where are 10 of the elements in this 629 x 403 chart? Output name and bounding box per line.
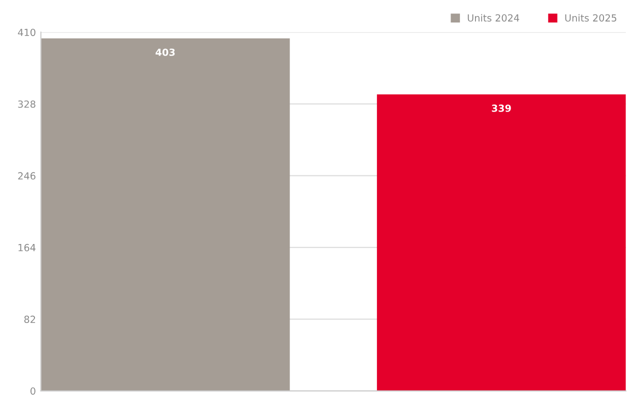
y-tick-label: 82 <box>24 316 36 324</box>
y-tick-label: 410 <box>18 28 36 36</box>
data-label: 339 <box>492 104 511 112</box>
data-label: 403 <box>156 48 175 56</box>
legend-label: Units 2025 <box>565 14 616 22</box>
y-tick-label: 246 <box>18 172 36 180</box>
y-tick-label: 164 <box>18 244 36 252</box>
y-tick-label: 328 <box>18 100 36 108</box>
y-tick-label: 0 <box>30 387 36 395</box>
legend-label: Units 2024 <box>468 14 520 22</box>
